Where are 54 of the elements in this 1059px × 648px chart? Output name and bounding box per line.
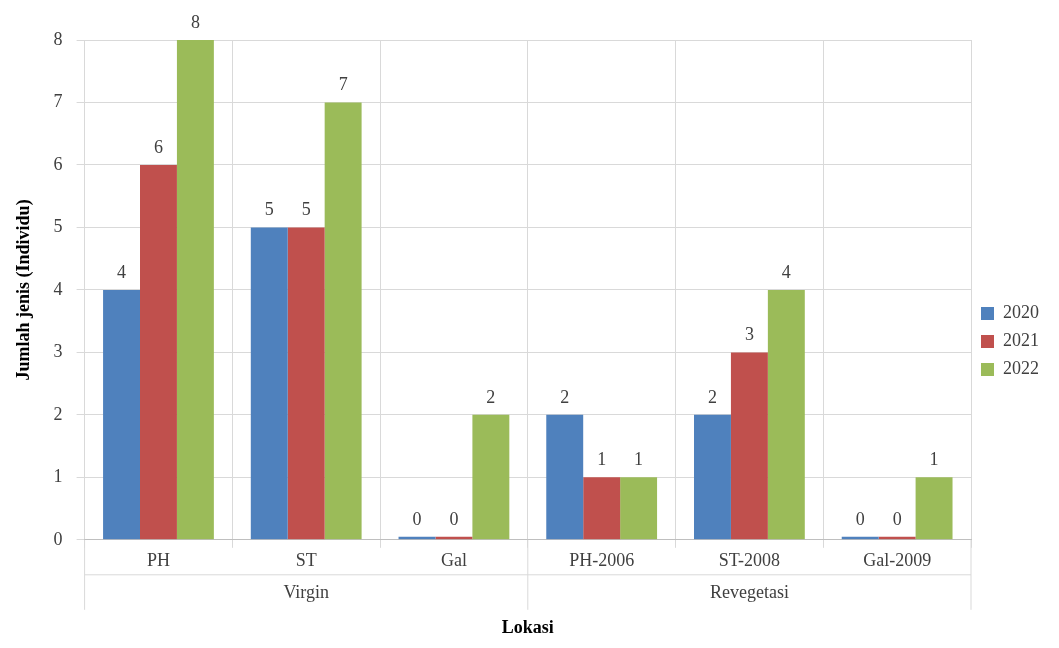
data-label: 5 xyxy=(264,199,274,220)
legend-label: 2020 xyxy=(1003,302,1039,323)
data-label: 1 xyxy=(929,449,939,470)
data-label: 2 xyxy=(560,386,570,407)
x-tick-label: PH xyxy=(146,550,170,571)
data-label: 7 xyxy=(338,74,348,95)
x-tick-label: ST-2008 xyxy=(718,550,781,571)
bar xyxy=(915,477,953,540)
bar xyxy=(324,102,362,540)
x-tick-label: ST xyxy=(295,550,317,571)
bar xyxy=(620,477,658,540)
text: Virgin xyxy=(283,581,329,602)
x-tick-label: Gal-2009 xyxy=(863,550,932,571)
x-tick-label: Gal xyxy=(440,550,467,571)
data-label: 5 xyxy=(301,199,311,220)
bar xyxy=(472,414,510,540)
bar xyxy=(287,227,325,540)
text: Revegetasi xyxy=(709,581,789,602)
y-axis-title: Jumlah jenis (Individu) xyxy=(13,199,35,381)
y-tick-label: 8 xyxy=(53,28,63,49)
data-label: 2 xyxy=(486,386,496,407)
legend-label: 2021 xyxy=(1003,330,1039,351)
bar xyxy=(767,289,805,540)
bar xyxy=(546,414,584,540)
data-label: 8 xyxy=(190,11,200,32)
data-label: 4 xyxy=(117,261,127,282)
data-label: 3 xyxy=(744,324,754,345)
y-tick-label: 1 xyxy=(53,466,63,487)
x-tick-label: PH-2006 xyxy=(569,550,635,571)
data-label: 6 xyxy=(153,136,163,157)
data-label: 1 xyxy=(634,449,644,470)
data-label: 4 xyxy=(781,261,791,282)
bar xyxy=(103,289,140,540)
data-label: 0 xyxy=(892,508,902,529)
data-label: 0 xyxy=(449,508,459,529)
y-tick-label: 6 xyxy=(53,153,63,174)
bar xyxy=(694,414,731,540)
y-tick-label: 4 xyxy=(53,278,63,299)
legend-label: 2022 xyxy=(1003,358,1039,379)
y-tick-label: 5 xyxy=(53,216,63,237)
data-label: 0 xyxy=(412,508,422,529)
y-tick-label: 3 xyxy=(53,341,63,362)
bar xyxy=(176,40,214,540)
y-tick-label: 0 xyxy=(53,528,63,549)
data-label: 1 xyxy=(597,449,607,470)
bar xyxy=(583,477,621,540)
bar xyxy=(250,227,288,540)
bar xyxy=(140,164,177,540)
y-tick-label: 7 xyxy=(53,91,63,112)
data-label: 2 xyxy=(707,386,717,407)
x-axis-title: Lokasi xyxy=(501,616,554,637)
bar xyxy=(730,352,768,540)
y-tick-label: 2 xyxy=(53,403,63,424)
data-label: 0 xyxy=(855,508,865,529)
